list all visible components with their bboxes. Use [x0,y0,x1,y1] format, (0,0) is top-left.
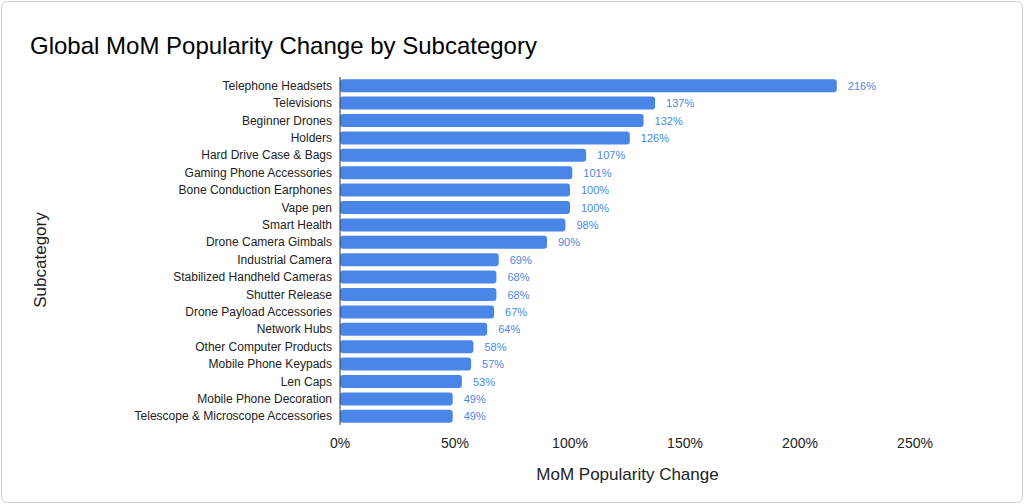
bar [340,97,655,110]
category-label: Holders [291,131,332,145]
bar [340,149,586,162]
x-tick-label: 200% [782,435,818,451]
bar [340,392,453,405]
data-label: 132% [655,115,683,127]
category-label: Televisions [273,96,332,110]
bar [340,410,453,423]
category-label: Other Computer Products [195,340,332,354]
data-label: 107% [597,149,625,161]
data-label: 101% [583,167,611,179]
data-label: 49% [464,410,486,422]
bar [340,340,473,353]
bar [340,201,570,214]
bar [340,288,496,301]
x-tick-label: 0% [330,435,350,451]
bars [340,79,837,423]
data-label: 126% [641,132,669,144]
y-axis-line [340,77,341,425]
x-tick [340,425,341,428]
bar [340,131,630,144]
data-label: 67% [505,306,527,318]
bar [340,184,570,197]
data-label: 58% [484,341,506,353]
data-label: 53% [473,376,495,388]
category-label: Drone Payload Accessories [185,305,332,319]
data-label: 57% [482,358,504,370]
category-label: Hard Drive Case & Bags [201,148,332,162]
data-label: 68% [507,289,529,301]
bar [340,218,565,231]
title: Global MoM Popularity Change by Subcateg… [30,32,537,59]
x-tick-label: 100% [552,435,588,451]
category-label: Industrial Camera [237,253,332,267]
data-label: 100% [581,184,609,196]
category-label: Len Caps [281,375,332,389]
category-label: Beginner Drones [242,114,332,128]
category-label: Vape pen [282,201,333,215]
data-label: 216% [848,80,876,92]
category-label: Telephone Headsets [223,79,332,93]
bar [340,114,644,127]
category-label: Shutter Release [246,288,332,302]
data-label: 64% [498,323,520,335]
data-label: 49% [464,393,486,405]
category-label: Bone Conduction Earphones [179,183,332,197]
category-label: Network Hubs [257,322,332,336]
data-label: 69% [510,254,532,266]
bar [340,323,487,336]
x-tick [570,425,571,428]
x-tick [455,425,456,428]
x-tick-label: 150% [667,435,703,451]
category-label: Stabilized Handheld Cameras [173,270,332,284]
category-label: Smart Health [262,218,332,232]
bar [340,253,499,266]
x-tick-label: 50% [441,435,469,451]
chart: Global MoM Popularity Change by Subcateg… [0,0,1024,504]
category-label: Telescope & Microscope Accessories [135,409,332,423]
data-label: 137% [666,97,694,109]
x-tick-label: 250% [897,435,933,451]
category-label: Gaming Phone Accessories [185,166,332,180]
x-tick [800,425,801,428]
bar [340,79,837,92]
y-axis-label: Subcategory [31,212,50,308]
category-label: Mobile Phone Decoration [197,392,332,406]
x-tick [685,425,686,428]
data-label: 98% [576,219,598,231]
bar [340,358,471,371]
category-label: Drone Camera Gimbals [206,235,332,249]
category-label: Mobile Phone Keypads [209,357,332,371]
bar [340,375,462,388]
data-label: 100% [581,202,609,214]
bar [340,236,547,249]
data-label: 90% [558,236,580,248]
data-label: 68% [507,271,529,283]
x-axis-label: MoM Popularity Change [536,465,718,484]
bar [340,305,494,318]
bar [340,166,572,179]
x-tick [915,425,916,428]
bar [340,271,496,284]
frame [2,2,1023,503]
